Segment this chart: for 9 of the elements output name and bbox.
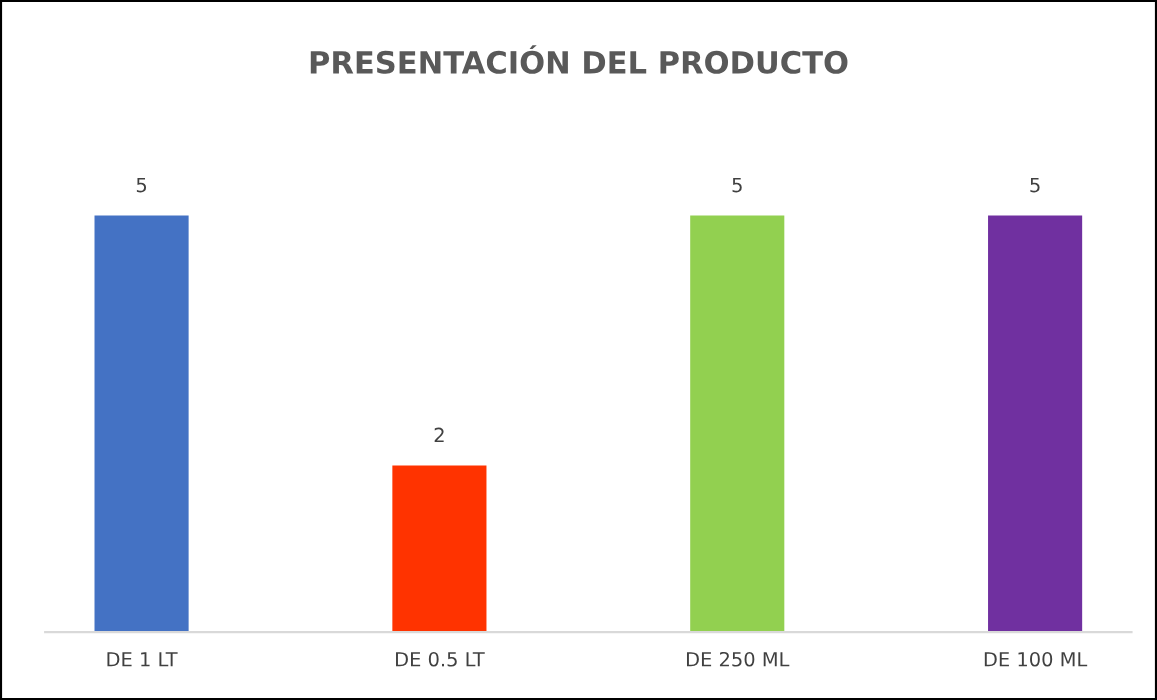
x-tick-label: DE 1 LT	[107, 652, 178, 667]
data-label: 5	[136, 177, 147, 193]
data-label: 5	[1030, 177, 1040, 193]
x-tick-label: DE 100 ML	[984, 651, 1088, 667]
chart-title: PRESENTACIÓN DEL PRODUCTO	[310, 45, 848, 74]
x-tick-label: DE 250 ML	[686, 651, 790, 667]
x-tick-label: DE 0.5 LT	[396, 651, 485, 667]
data-label: 5	[732, 177, 742, 193]
data-label: 2	[434, 427, 444, 443]
